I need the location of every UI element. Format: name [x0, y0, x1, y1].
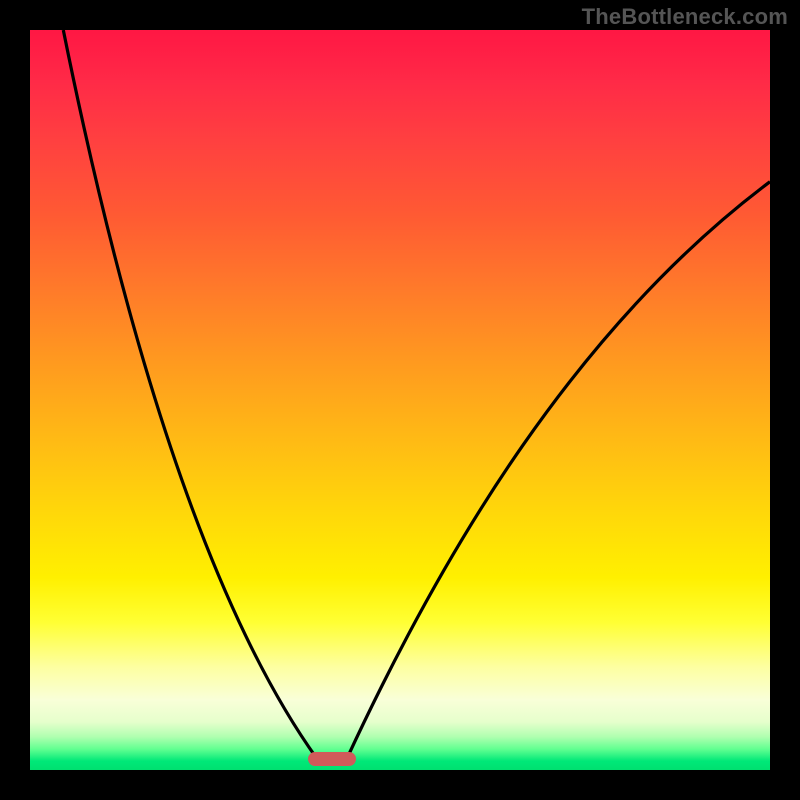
watermark-text: TheBottleneck.com [582, 4, 788, 30]
curve-right [347, 182, 770, 759]
curve-left [63, 30, 317, 759]
optimal-marker [308, 752, 357, 767]
plot-area [30, 30, 770, 770]
chart-container: { "watermark": { "text": "TheBottleneck.… [0, 0, 800, 800]
bottleneck-curve [30, 30, 770, 770]
